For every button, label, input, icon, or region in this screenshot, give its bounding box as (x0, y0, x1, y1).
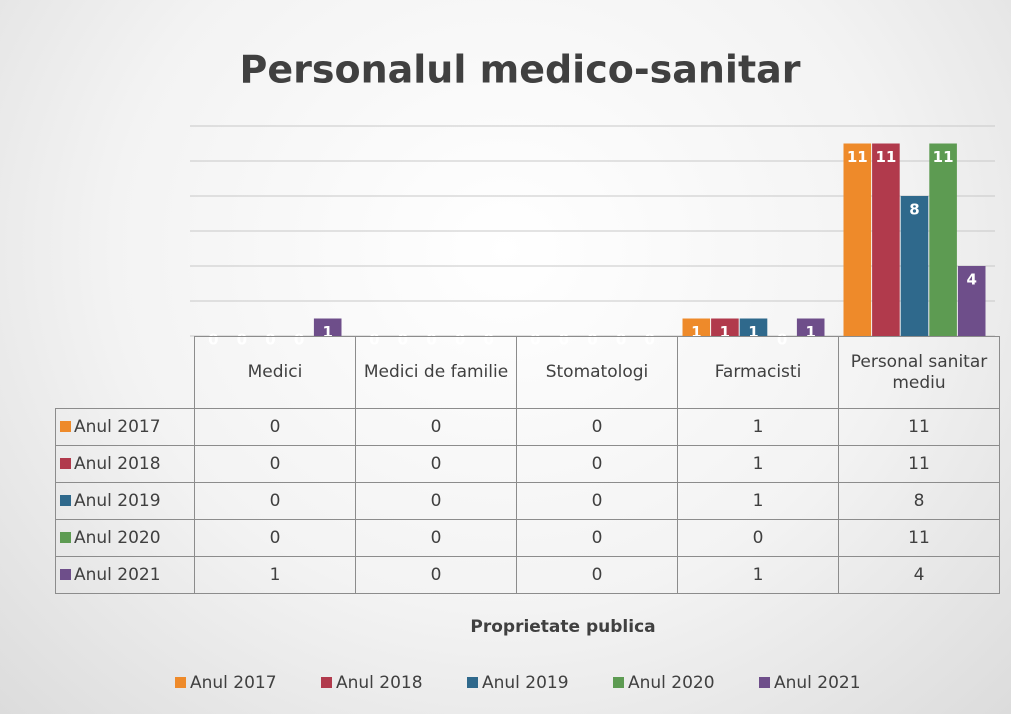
table-cell: 0 (516, 408, 678, 446)
bar (843, 143, 872, 336)
table-row: Anul 2018 0 0 0 1 11 (55, 445, 1000, 483)
table-cell: 11 (838, 445, 1000, 483)
table-cell: 1 (677, 408, 839, 446)
legend-label: Anul 2020 (628, 673, 715, 693)
table-cell: 1 (677, 482, 839, 520)
legend-key (60, 569, 71, 580)
bar (872, 143, 900, 336)
table-row-label: Anul 2021 (55, 556, 195, 594)
legend-key (60, 495, 71, 506)
bar (957, 266, 986, 336)
data-label: 11 (847, 148, 868, 166)
series-name: Anul 2017 (74, 417, 161, 437)
bar (929, 143, 957, 336)
table-row-label: Anul 2017 (55, 408, 195, 446)
table-cell: 0 (355, 408, 517, 446)
legend-key (175, 677, 186, 688)
table-cell: 0 (516, 445, 678, 483)
table-cell: 1 (677, 556, 839, 594)
table-cell: 4 (838, 556, 1000, 594)
data-label: 1 (748, 323, 758, 341)
series-name: Anul 2021 (74, 565, 161, 585)
bar (711, 318, 739, 336)
table-row: Anul 2020 0 0 0 0 11 (55, 519, 1000, 557)
legend-key (60, 532, 71, 543)
table-cell: 0 (355, 556, 517, 594)
legend-label: Anul 2021 (774, 673, 861, 693)
table-cell: 11 (838, 408, 1000, 446)
legend-label: Anul 2019 (482, 673, 569, 693)
table-cell: 0 (355, 482, 517, 520)
data-label: 1 (805, 323, 815, 341)
table-row: Anul 2017 0 0 0 1 11 (55, 408, 1000, 446)
table-cell: 1 (677, 445, 839, 483)
table-row-label: Anul 2020 (55, 519, 195, 557)
legend-key (759, 677, 770, 688)
table-row: Anul 2019 0 0 0 1 8 (55, 482, 1000, 520)
table-cell: 0 (355, 519, 517, 557)
data-label: 1 (720, 323, 730, 341)
bar (739, 318, 768, 336)
series-name: Anul 2020 (74, 528, 161, 548)
bar (313, 318, 342, 336)
legend-label: Anul 2017 (190, 673, 277, 693)
legend-key (60, 458, 71, 469)
bar (900, 196, 929, 336)
legend-key (60, 421, 71, 432)
table-row-label: Anul 2018 (55, 445, 195, 483)
table-cell: 0 (355, 445, 517, 483)
table-cell: 1 (194, 556, 356, 594)
table-cell: 0 (194, 482, 356, 520)
data-label: 4 (966, 271, 976, 289)
table-header: Medici (194, 336, 356, 409)
data-label: 8 (909, 201, 919, 219)
table-header: Personal sanitar mediu (838, 336, 1000, 409)
table-cell: 0 (516, 556, 678, 594)
data-label: 11 (933, 148, 954, 166)
table-cell: 0 (677, 519, 839, 557)
data-label: 11 (875, 148, 896, 166)
table-cell: 11 (838, 519, 1000, 557)
table-cell: 0 (516, 482, 678, 520)
table-cell: 0 (194, 408, 356, 446)
chart-title: Personalul medico-sanitar (239, 48, 800, 92)
legend-key (467, 677, 478, 688)
table-header: Farmacisti (677, 336, 839, 409)
data-table: Medici Medici de familie Stomatologi Farmac… (55, 336, 1000, 594)
x-axis-label: Proprietate publica (470, 617, 655, 637)
series-name: Anul 2019 (74, 491, 161, 511)
table-header: Medici de familie (355, 336, 517, 409)
bar (682, 318, 711, 336)
table-cell: 8 (838, 482, 1000, 520)
series-name: Anul 2018 (74, 454, 161, 474)
data-label: 1 (322, 323, 332, 341)
legend-key (321, 677, 332, 688)
table-cell: 0 (516, 519, 678, 557)
table-row: Anul 2021 1 0 0 1 4 (55, 556, 1000, 594)
legend-label: Anul 2018 (336, 673, 423, 693)
table-cell: 0 (194, 445, 356, 483)
legend-key (613, 677, 624, 688)
table-row-label: Anul 2019 (55, 482, 195, 520)
table-corner (55, 336, 195, 409)
table-header-row: Medici Medici de familie Stomatologi Farmac… (55, 336, 1000, 409)
data-label: 1 (691, 323, 701, 341)
bar (796, 318, 825, 336)
table-header: Stomatologi (516, 336, 678, 409)
table-cell: 0 (194, 519, 356, 557)
